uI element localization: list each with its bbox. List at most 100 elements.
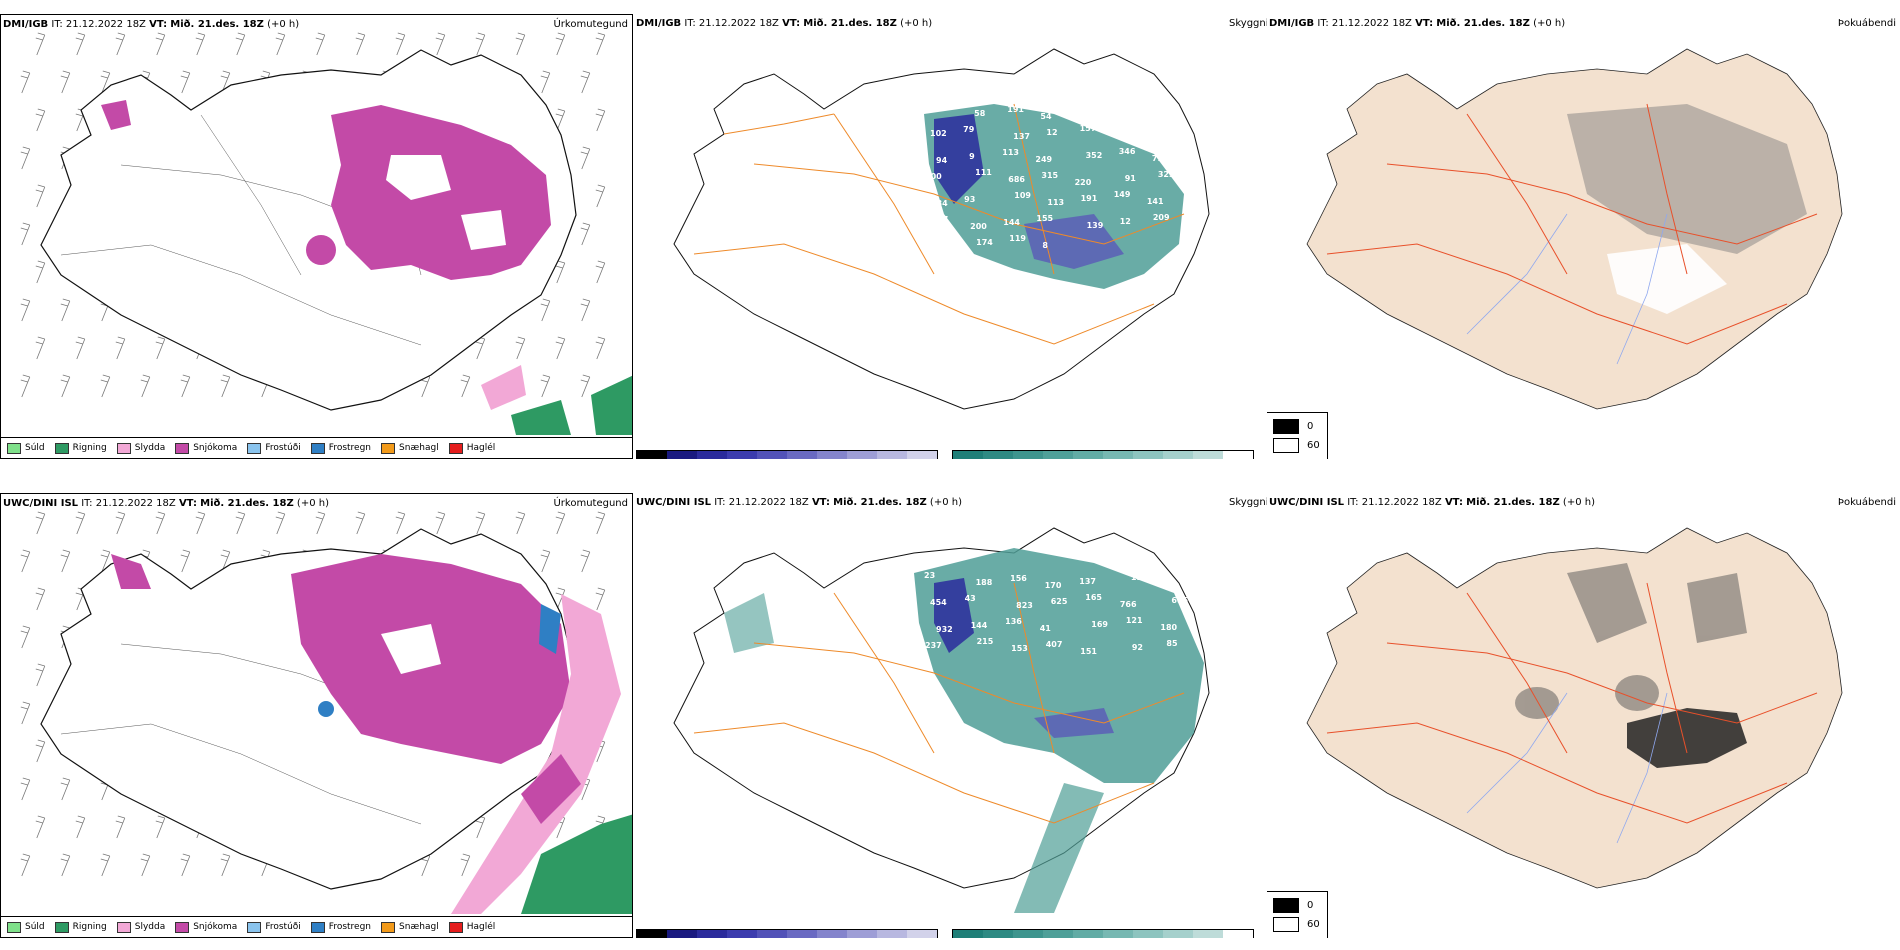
fog-high-swatch [1273, 898, 1299, 913]
visibility-value: 93 [964, 195, 975, 204]
wind-barb [275, 32, 286, 56]
legend-item: Súld [7, 921, 45, 933]
wind-barb [180, 549, 191, 573]
visibility-value: 92 [1132, 643, 1143, 652]
legend-label: Haglél [466, 922, 496, 932]
fog-high-swatch [1273, 419, 1299, 434]
wind-barb [20, 701, 31, 725]
wind-barb [180, 853, 191, 877]
wind-barb [435, 511, 446, 535]
wind-barb [515, 511, 526, 535]
wind-barb [475, 32, 486, 56]
wind-barb [355, 511, 366, 535]
visibility-value: 23 [924, 571, 935, 580]
rivers [1466, 213, 1668, 365]
rivers [1466, 692, 1668, 844]
panel-title: Þokuábendi [1837, 497, 1896, 508]
visibility-value: 153 [1011, 644, 1028, 653]
wind-barb [35, 336, 46, 360]
visibility-value: 400 [925, 172, 942, 181]
precip-type-legend: Súld Rigning Slydda Snjókoma Frostúði Frostre… [1, 437, 632, 458]
visibility-value: 100 [1124, 104, 1141, 113]
visibility-map: 23 188 156 170 137 119 83 454 43 823 625 165 766 686 9… [673, 527, 1210, 913]
wind-barb [515, 336, 526, 360]
legend-item: Rigning [54, 921, 107, 933]
wind-barb [20, 298, 31, 322]
visibility-value: 157 [1080, 124, 1097, 133]
panel-title: Úrkomutegund [553, 19, 628, 30]
visibility-value: 191 [1081, 194, 1098, 203]
wind-barb [35, 184, 46, 208]
visibility-panel-row1: DMI/IGB IT: 21.12.2022 18Z VT: Mið. 21.d… [634, 14, 1267, 459]
it-value: 21.12.2022 18Z [728, 497, 809, 508]
legend-swatch [247, 921, 262, 933]
wind-barb [100, 853, 111, 877]
cloud-base-colorbar [636, 450, 938, 459]
legend-label: Frostúði [265, 443, 301, 453]
visibility-value: 9 [969, 152, 975, 161]
rain-areas [511, 375, 632, 435]
fog-low-swatch [1273, 438, 1299, 453]
wind-barb [60, 549, 71, 573]
wind-barb [115, 336, 126, 360]
wind-barb [60, 853, 71, 877]
visibility-value: 136 [1005, 617, 1022, 626]
precip-map [20, 32, 632, 435]
legend-swatch [247, 442, 262, 454]
model-name: UWC/DINI ISL [3, 498, 79, 509]
wind-barb [35, 739, 46, 763]
model-name: DMI/IGB [636, 18, 682, 29]
panel-title: Skyggni [1229, 497, 1267, 508]
wind-barb [540, 374, 551, 398]
wind-barb [75, 336, 86, 360]
model-name: DMI/IGB [3, 19, 49, 30]
wind-barb [475, 511, 486, 535]
visibility-value: 718 [1152, 154, 1169, 163]
visibility-value: 58 [974, 109, 986, 118]
wind-barb [460, 374, 471, 398]
legend-swatch [310, 921, 325, 933]
visibility-value: 151 [1080, 647, 1097, 656]
visibility-value: 43 [965, 594, 976, 603]
wind-barb [35, 108, 46, 132]
wind-barb [140, 853, 151, 877]
legend-label: Slydda [134, 443, 166, 453]
legend-label: Snæhagl [399, 443, 439, 453]
wind-barb [155, 32, 166, 56]
model-name: DMI/IGB [1269, 18, 1315, 29]
wind-barb [20, 777, 31, 801]
panel-title: Skyggni [1229, 18, 1267, 29]
wind-barb [75, 815, 86, 839]
legend-label: Rigning [72, 922, 107, 932]
visibility-value: 113 [1002, 148, 1019, 157]
model-name: UWC/DINI ISL [1269, 497, 1345, 508]
wind-barb [20, 625, 31, 649]
panel-title: Úrkomutegund [553, 498, 628, 509]
wind-barb [35, 32, 46, 56]
legend-label: Frostúði [265, 922, 301, 932]
wind-barb [35, 587, 46, 611]
wind-barb [220, 374, 231, 398]
visibility-value: 932 [936, 625, 953, 634]
visibility-value: 121 [1126, 616, 1143, 625]
legend-item: Frostúði [247, 442, 301, 454]
vt-value: Mið. 21.des. 18Z [1436, 18, 1530, 29]
visibility-value: 209 [1153, 213, 1170, 222]
wind-barb [555, 511, 566, 535]
fog-shading [1515, 563, 1747, 719]
visibility-value: 137 [1079, 577, 1096, 586]
fog-legend: 0 60 [1267, 412, 1328, 459]
wind-barb [140, 374, 151, 398]
fog-low-label: 60 [1307, 919, 1320, 930]
visibility-value: 12 [1046, 128, 1057, 137]
legend-item: Frostregn [310, 442, 371, 454]
visibility-value: 83 [1165, 580, 1176, 589]
wind-barb [315, 511, 326, 535]
legend-swatch [381, 442, 396, 454]
visibility-value: 43 [1074, 108, 1085, 117]
it-value: 21.12.2022 18Z [698, 18, 779, 29]
visibility-value: 149 [1114, 190, 1131, 199]
wind-barb [180, 70, 191, 94]
wind-barb [35, 663, 46, 687]
wind-barb [60, 298, 71, 322]
